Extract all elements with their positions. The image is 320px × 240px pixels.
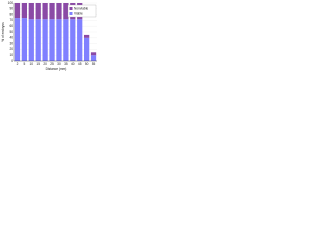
chart: % of embryos Distance (mm) 0102030405060…	[1, 1, 97, 71]
x-tick-label: 45	[78, 62, 82, 66]
legend-box	[67, 4, 97, 18]
y-tick-label: 20	[9, 47, 13, 51]
x-tick-label: 2	[17, 62, 19, 66]
y-tick-label: 70	[9, 18, 13, 22]
y-tick-label: 60	[9, 24, 13, 28]
legend-swatch	[69, 7, 73, 10]
bar-segment	[90, 55, 97, 61]
x-tick-label: 10	[30, 62, 34, 66]
bar-segment	[14, 3, 21, 19]
bar-segment	[28, 3, 34, 20]
x-tick-label: 35	[64, 62, 68, 66]
bar-segment	[56, 19, 62, 62]
bar-segment	[14, 18, 21, 61]
x-tick-label: 55	[92, 62, 96, 66]
bar-segment	[21, 3, 28, 19]
bar-segment	[83, 37, 90, 61]
bar-segment	[83, 34, 90, 38]
legend-label: Nonviable	[74, 6, 88, 10]
x-tick-label: 25	[50, 62, 54, 66]
bar-segment	[49, 3, 55, 20]
bar-segment	[90, 52, 97, 56]
x-axis-label: Distance (mm)	[46, 67, 67, 71]
x-tick-label: 5	[23, 62, 25, 66]
legend-label: Viable	[74, 11, 83, 15]
x-tick-label: 40	[71, 62, 75, 66]
bar-segment	[49, 19, 55, 62]
y-tick-label: 0	[11, 59, 13, 63]
x-tick-label: 30	[57, 62, 61, 66]
bar-segment	[42, 19, 48, 62]
bar-segment	[77, 19, 83, 62]
bar-segment	[70, 19, 76, 62]
y-tick-label: 100	[8, 1, 14, 5]
bar-segment	[35, 3, 41, 20]
y-tick-label: 50	[9, 30, 13, 34]
legend-swatch	[69, 12, 73, 15]
y-tick-label: 80	[9, 12, 13, 16]
y-tick-label: 90	[9, 7, 13, 11]
bar-segment	[63, 19, 69, 62]
y-tick-label: 30	[9, 41, 13, 45]
bar-segment	[35, 19, 41, 62]
bar-segment	[56, 3, 62, 20]
y-tick-label: 10	[9, 53, 13, 57]
x-tick-label: 50	[85, 62, 89, 66]
bar-segment	[21, 18, 28, 61]
bar-segment	[63, 3, 69, 20]
y-axis-label: % of embryos	[1, 22, 5, 42]
y-tick-label: 40	[9, 36, 13, 40]
bar-segment	[28, 19, 34, 62]
x-tick-label: 20	[43, 62, 47, 66]
x-tick-label: 15	[36, 62, 40, 66]
bar-segment	[42, 3, 48, 20]
